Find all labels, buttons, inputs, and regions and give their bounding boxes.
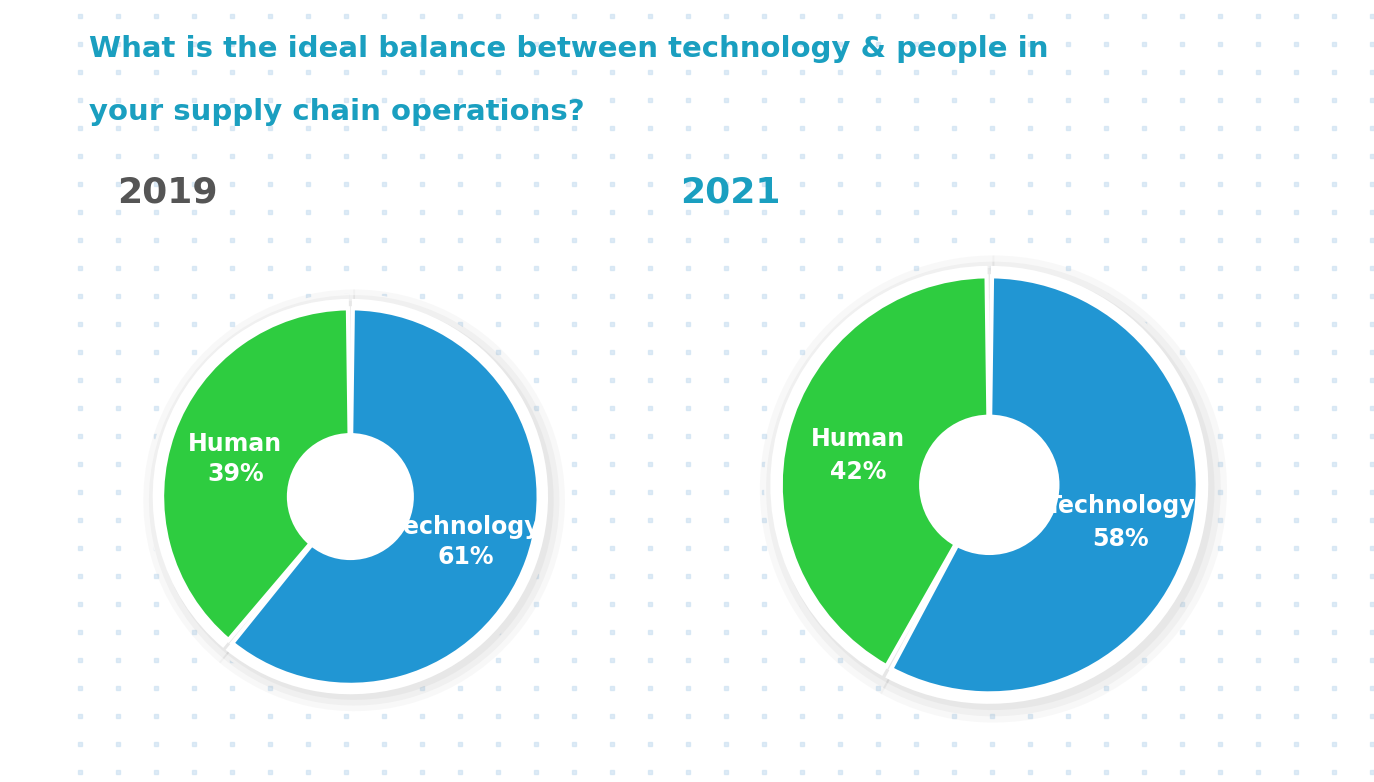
- Circle shape: [294, 440, 407, 553]
- Text: Technology: Technology: [390, 515, 540, 539]
- Wedge shape: [223, 295, 559, 705]
- Wedge shape: [232, 308, 539, 685]
- Text: Technology: Technology: [1046, 494, 1195, 518]
- Text: Human: Human: [188, 432, 282, 456]
- Text: 58%: 58%: [1092, 527, 1149, 551]
- Text: 61%: 61%: [437, 545, 493, 569]
- Wedge shape: [771, 266, 989, 676]
- Wedge shape: [760, 256, 995, 694]
- Text: 42%: 42%: [830, 460, 886, 484]
- Wedge shape: [892, 276, 1198, 694]
- Wedge shape: [148, 295, 354, 659]
- Circle shape: [926, 422, 1052, 547]
- Wedge shape: [153, 299, 350, 647]
- Text: 2019: 2019: [117, 176, 217, 210]
- Wedge shape: [767, 262, 995, 689]
- Wedge shape: [879, 256, 1227, 723]
- Wedge shape: [162, 308, 349, 640]
- Text: Human: Human: [811, 427, 905, 450]
- Wedge shape: [772, 268, 995, 683]
- Wedge shape: [147, 293, 350, 653]
- Wedge shape: [155, 301, 354, 655]
- Circle shape: [921, 416, 1058, 554]
- Text: What is the ideal balance between technology & people in: What is the ideal balance between techno…: [89, 35, 1048, 63]
- Text: your supply chain operations?: your supply chain operations?: [89, 98, 585, 126]
- Wedge shape: [885, 266, 1208, 704]
- Wedge shape: [225, 299, 548, 694]
- Wedge shape: [764, 260, 989, 682]
- Wedge shape: [886, 268, 1215, 710]
- Wedge shape: [882, 260, 1215, 710]
- Wedge shape: [221, 293, 554, 700]
- Text: 39%: 39%: [207, 462, 264, 486]
- Circle shape: [289, 435, 412, 558]
- Wedge shape: [218, 289, 565, 711]
- Wedge shape: [227, 301, 554, 700]
- Text: 2021: 2021: [680, 176, 780, 210]
- Wedge shape: [780, 276, 988, 666]
- Wedge shape: [143, 289, 354, 663]
- Wedge shape: [883, 262, 1220, 716]
